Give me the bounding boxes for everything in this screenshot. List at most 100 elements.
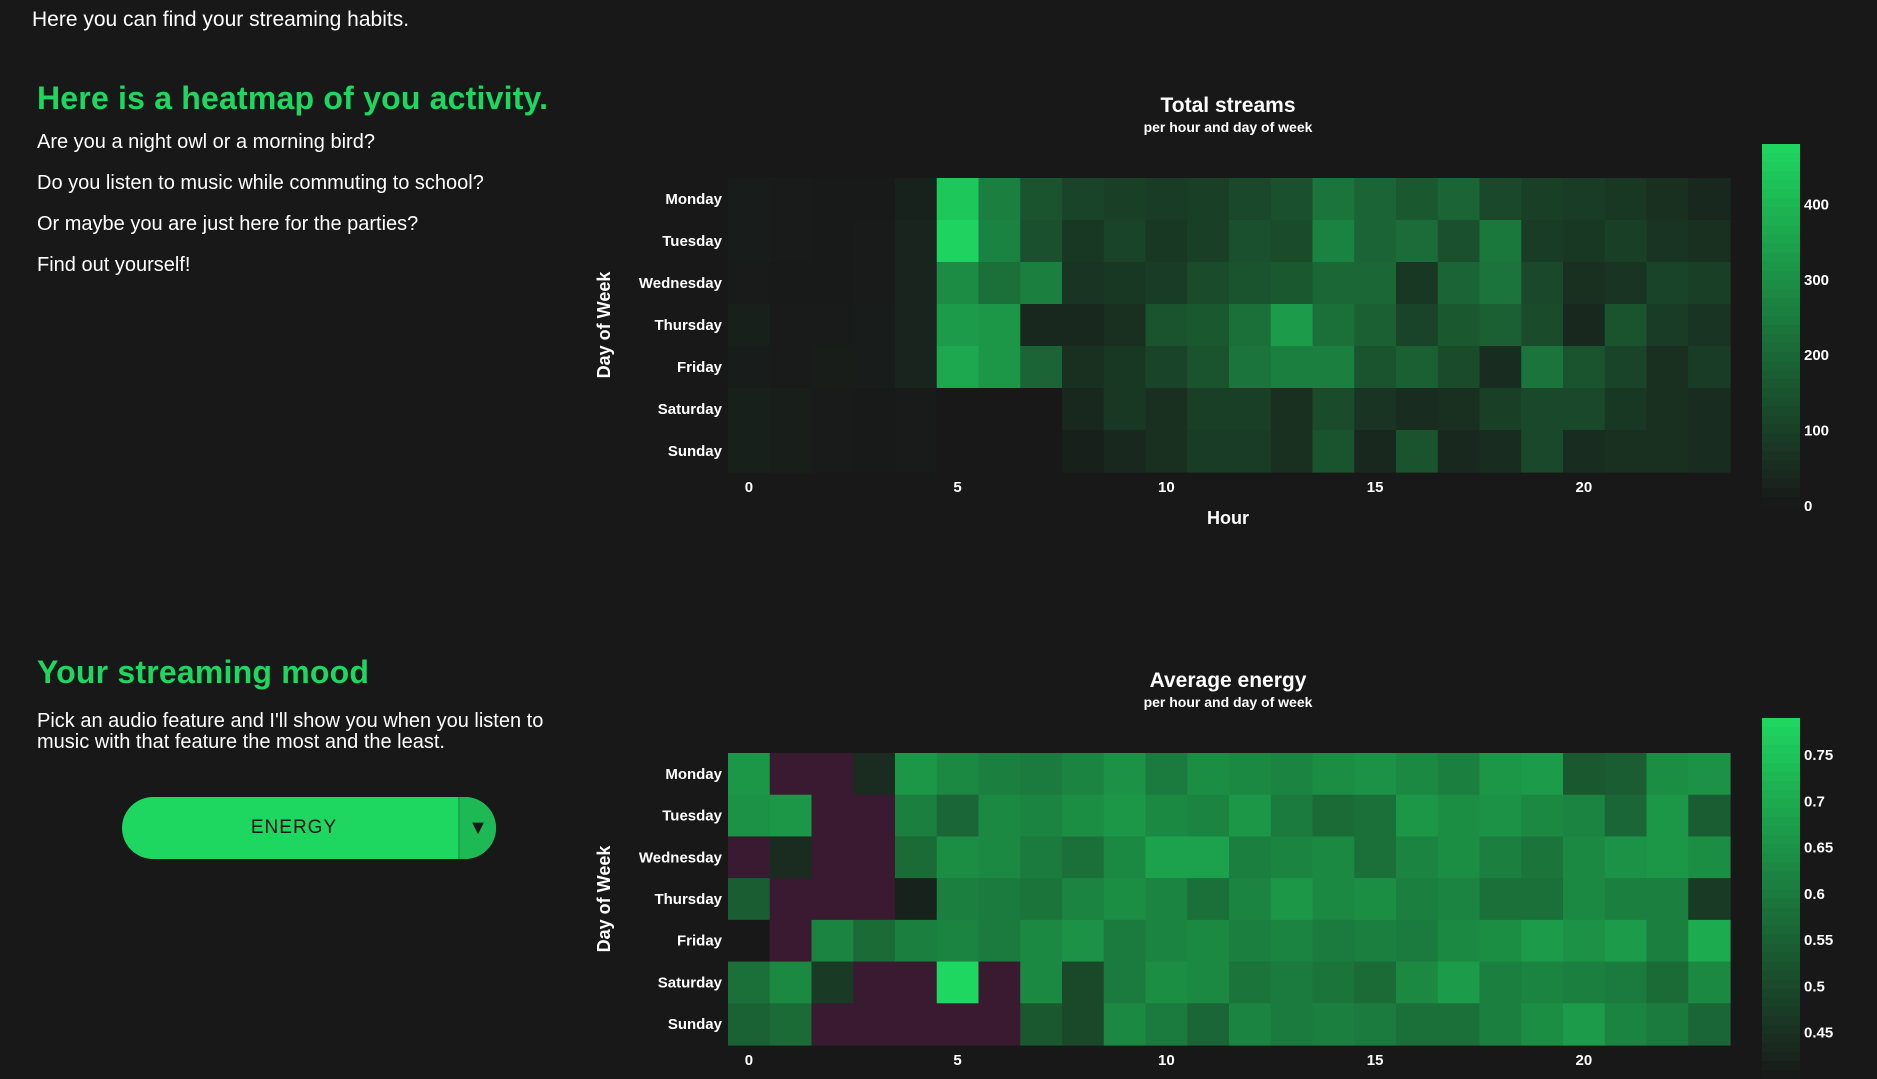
heatmap-cell: [1229, 1003, 1272, 1046]
heatmap-cell: [1688, 388, 1731, 431]
heatmap-cell: [1437, 262, 1481, 305]
heatmap-cell: [1145, 753, 1188, 796]
heatmap-cell: [1062, 304, 1105, 347]
heatmap-cell: [728, 794, 771, 838]
colorbar-segment: [1762, 988, 1800, 999]
heatmap-cell: [1187, 220, 1230, 263]
y-tick-label: Saturday: [658, 401, 723, 418]
heatmap-cell: [1270, 262, 1314, 305]
heatmap-cell: [1062, 220, 1105, 263]
colorbar-segment: [1762, 970, 1800, 981]
heatmap-cell: [728, 1003, 771, 1046]
colorbar-segment: [1762, 1024, 1800, 1035]
heatmap-cell: [1020, 878, 1063, 921]
colorbar-segment: [1762, 718, 1800, 728]
heatmap-cell: [1521, 430, 1564, 473]
heatmap-cell: [978, 919, 1021, 963]
heatmap-cell: [1103, 919, 1147, 963]
heatmap-cell: [1688, 961, 1731, 1004]
heatmap-cell: [1437, 388, 1481, 431]
heatmap-cell: [769, 304, 813, 347]
heatmap-cell: [936, 753, 980, 796]
heatmap-cell: [1688, 1003, 1731, 1046]
heatmap-cell: [1270, 919, 1314, 963]
activity-line: Do you listen to music while commuting t…: [37, 172, 484, 194]
heatmap-cell: [1270, 1003, 1314, 1046]
colorbar-segment: [1762, 288, 1800, 299]
heatmap-cell: [1563, 220, 1606, 263]
colorbar-segment: [1762, 343, 1800, 353]
heatmap-cell: [728, 753, 771, 796]
x-tick-label: 15: [1367, 479, 1384, 496]
colorbar-segment: [1762, 907, 1800, 918]
colorbar-segment: [1762, 1042, 1800, 1053]
heatmap-cell: [1229, 262, 1272, 305]
heatmap-cell: [769, 794, 813, 838]
heatmap-cell: [1396, 878, 1439, 921]
heatmap-cell: [1145, 178, 1188, 221]
heatmap-cell: [1646, 794, 1689, 838]
colorbar-segment: [1762, 1033, 1800, 1044]
y-tick-label: Friday: [677, 933, 723, 950]
heatmap-cell: [1103, 1003, 1147, 1046]
heatmap-cell: [1020, 220, 1063, 263]
heatmap-cell: [1270, 304, 1314, 347]
heatmap-cell: [1521, 262, 1564, 305]
heatmap-cell: [1604, 961, 1648, 1004]
colorbar-segment: [1762, 772, 1800, 782]
heatmap-cell: [1521, 304, 1564, 347]
heatmap-cell: [1646, 262, 1689, 305]
heatmap-cell: [1062, 262, 1105, 305]
heatmap-cell: [1103, 961, 1147, 1004]
heatmap-cell: [1479, 178, 1522, 221]
colorbar-segment: [1762, 144, 1800, 154]
heatmap-cell: [895, 220, 938, 263]
y-tick-label: Wednesday: [639, 849, 723, 866]
heatmap-cell: [1646, 430, 1689, 473]
colorbar-segment: [1762, 781, 1800, 791]
colorbar-segment: [1762, 469, 1800, 480]
activity-line: Find out yourself!: [37, 254, 191, 276]
colorbar-tick-label: 0.6: [1804, 886, 1825, 903]
heatmap-cell: [1062, 430, 1105, 473]
heatmap-cell: [1479, 794, 1522, 838]
colorbar-segment: [1762, 243, 1800, 254]
heatmap-cell: [769, 753, 813, 796]
heatmap-cell: [853, 388, 896, 431]
heatmap-cell: [1437, 1003, 1481, 1046]
colorbar-segment: [1762, 216, 1800, 227]
heatmap-cell: [728, 262, 771, 305]
heatmap-cell: [769, 262, 813, 305]
heatmap-cell: [978, 836, 1021, 879]
heatmap-cell: [1103, 430, 1147, 473]
activity-heading: Here is a heatmap of you activity.: [37, 80, 549, 116]
heatmap-cell: [1521, 753, 1564, 796]
heatmap-cell: [1479, 430, 1522, 473]
heatmap-cell: [1062, 388, 1105, 431]
colorbar-segment: [1762, 1015, 1800, 1026]
heatmap-cell: [1604, 220, 1648, 263]
heatmap-cell: [853, 178, 896, 221]
heatmap-cell: [728, 961, 771, 1004]
colorbar-segment: [1762, 352, 1800, 362]
heatmap-cell: [978, 220, 1021, 263]
heatmap-cell: [1563, 346, 1606, 389]
chart-subtitle: per hour and day of week: [1144, 694, 1313, 710]
heatmap-cell: [1103, 836, 1147, 879]
mood-heading: Your streaming mood: [37, 654, 370, 690]
heatmap-cell: [1020, 430, 1063, 473]
heatmap-cell: [1646, 753, 1689, 796]
heatmap-cell: [895, 1003, 938, 1046]
colorbar-segment: [1762, 478, 1800, 489]
heatmap-cell: [1437, 794, 1481, 838]
heatmap-cell: [1437, 753, 1481, 796]
heatmap-cell: [769, 178, 813, 221]
chart-title: Total streams: [1161, 94, 1296, 117]
heatmap-cell: [1020, 262, 1063, 305]
heatmap-cell: [1604, 836, 1648, 879]
heatmap-cell: [1479, 1003, 1522, 1046]
colorbar-segment: [1762, 736, 1800, 746]
colorbar-segment: [1762, 451, 1800, 462]
heatmap-cell: [1103, 346, 1147, 389]
colorbar-segment: [1762, 808, 1800, 818]
